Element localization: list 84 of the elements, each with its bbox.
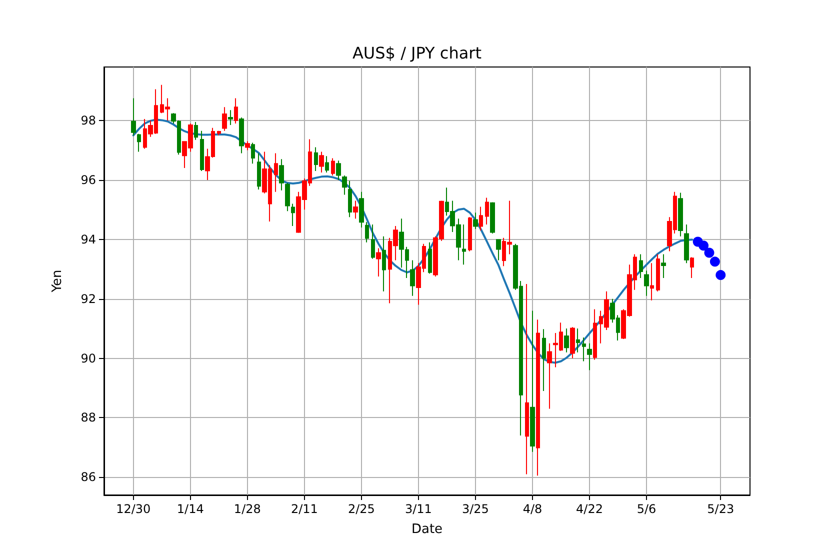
x-tick-label: 4/8 xyxy=(522,502,542,516)
candlestick xyxy=(222,106,227,132)
candlestick xyxy=(137,133,141,152)
x-tick-label: 2/25 xyxy=(348,502,375,516)
candlestick xyxy=(131,98,136,136)
x-tick-label: 12/30 xyxy=(116,502,151,516)
candlestick xyxy=(353,200,358,220)
candlestick xyxy=(547,342,552,410)
candlestick xyxy=(462,224,466,266)
y-tick-label: 86 xyxy=(80,470,96,484)
candlestick xyxy=(678,192,683,237)
y-tick-label: 98 xyxy=(80,114,96,128)
candlestick xyxy=(365,222,369,243)
candlestick xyxy=(468,216,472,252)
candlestick xyxy=(690,256,694,279)
point xyxy=(704,248,714,258)
point xyxy=(698,240,709,251)
candlestick xyxy=(428,242,432,274)
y-tick-label: 92 xyxy=(80,292,96,306)
candlestick xyxy=(342,174,347,196)
candlestick xyxy=(331,158,335,176)
candlestick xyxy=(410,260,415,296)
candlestick xyxy=(319,151,324,174)
candlestick xyxy=(656,254,660,292)
candlestick xyxy=(536,319,540,476)
candlestick xyxy=(285,182,290,212)
x-tick-label: 3/25 xyxy=(462,502,489,516)
point xyxy=(710,256,720,267)
candlestick xyxy=(239,117,244,154)
candlestick xyxy=(228,110,233,126)
candlestick xyxy=(245,140,250,151)
candlestick xyxy=(525,283,529,475)
candlestick xyxy=(251,142,255,164)
candlestick xyxy=(684,224,689,264)
candlestick xyxy=(200,130,204,172)
candlestick xyxy=(570,326,575,359)
candlestick xyxy=(348,180,352,218)
x-axis-title: Date xyxy=(411,522,443,537)
candlestick xyxy=(217,130,221,136)
point xyxy=(716,270,726,280)
candlestick xyxy=(382,236,386,292)
x-tick-label: 4/22 xyxy=(576,502,603,516)
candlestick xyxy=(479,206,483,231)
candlestick xyxy=(371,224,375,260)
candlestick xyxy=(564,328,569,353)
candlestick xyxy=(644,270,649,296)
candlestick xyxy=(639,254,643,279)
candlestick xyxy=(359,191,364,228)
x-tick-label: 2/11 xyxy=(290,502,318,516)
candlestick xyxy=(314,146,318,172)
candlestick xyxy=(325,156,329,174)
candlestick xyxy=(490,202,495,234)
candlestick xyxy=(234,98,238,124)
candlestick xyxy=(257,152,261,190)
candlestick xyxy=(336,160,341,180)
candlestick xyxy=(661,254,666,279)
candlestick xyxy=(587,342,592,371)
candlestick xyxy=(530,310,535,452)
candlestick xyxy=(194,121,198,140)
candlestick xyxy=(542,328,546,392)
x-tick-label: 5/23 xyxy=(707,502,734,516)
y-tick-label: 94 xyxy=(80,232,96,246)
chart-title: AUS$ / JPY chart xyxy=(352,44,482,62)
candlestick xyxy=(576,328,580,353)
y-axis-title: Yen xyxy=(50,270,65,294)
candlestick xyxy=(376,248,381,278)
x-tick-label: 1/14 xyxy=(176,502,204,516)
y-tick-label: 96 xyxy=(80,172,96,187)
y-tick-label: 88 xyxy=(80,410,96,425)
candlestick xyxy=(399,218,404,268)
candlestick xyxy=(291,203,295,227)
candlestick xyxy=(485,197,489,226)
x-tick-label: 5/6 xyxy=(636,502,656,516)
candlestick xyxy=(582,336,586,362)
y-tick-label: 90 xyxy=(80,351,96,366)
candlestick xyxy=(496,238,501,261)
candlestick xyxy=(473,212,478,230)
candlestick xyxy=(405,246,409,279)
x-tick-label: 1/28 xyxy=(234,502,261,516)
x-tick-label: 3/11 xyxy=(404,502,432,516)
candlestick xyxy=(593,308,597,360)
candlestick xyxy=(279,158,284,191)
candlestick xyxy=(274,152,278,192)
candlestick xyxy=(650,262,654,301)
